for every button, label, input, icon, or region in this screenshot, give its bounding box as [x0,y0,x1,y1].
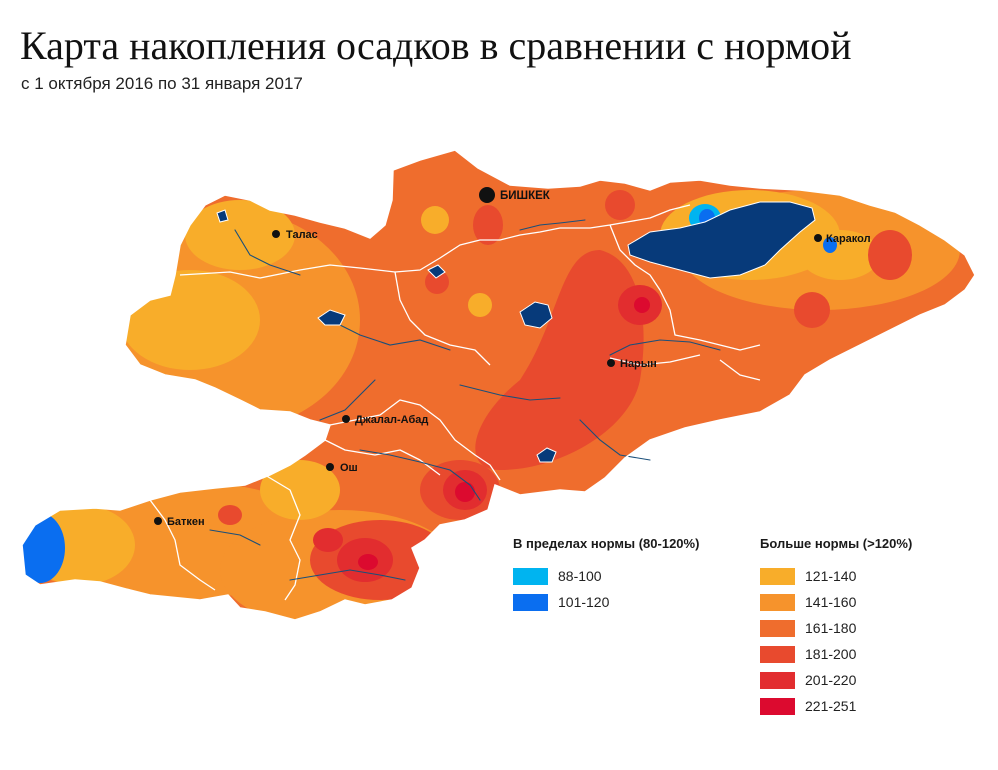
city-label-bishkek: БИШКЕК [500,190,551,202]
small-lake [216,209,229,223]
legend-title-above-norm: Больше нормы (>120%) [760,536,913,551]
issyk-kul-lake [627,201,816,279]
legend-item: 101-120 [513,589,699,615]
city-marker-karakol [814,234,822,242]
toktogul-lake [317,309,346,326]
legend-label: 161-180 [805,620,857,636]
lakes [216,201,816,463]
legend-label: 121-140 [805,568,857,584]
region-borders [149,204,761,601]
legend-swatch [760,593,795,611]
country-outline [21,149,976,621]
legend-label: 201-220 [805,672,857,688]
legend-swatch [760,671,795,689]
legend-label: 221-251 [805,698,857,714]
city-marker-batken [154,517,162,525]
capital-marker-bishkek [479,187,495,203]
city-marker-naryn [607,359,615,367]
city-label-naryn: Нарын [620,358,657,370]
city-label-karakol: Каракол [826,233,871,245]
legend-item: 141-160 [760,589,912,615]
legend-item: 121-140 [760,563,912,589]
son-kul-lake [519,301,553,329]
rivers [209,219,721,581]
legend-label: 141-160 [805,594,857,610]
legend-item: 161-180 [760,615,912,641]
legend-label: 88-100 [558,568,602,584]
legend-title-within-norm: В пределах нормы (80-120%) [513,536,700,551]
legend-swatch [513,567,548,585]
legend-label: 101-120 [558,594,610,610]
city-marker-jalal-abad [342,415,350,423]
city-label-osh: Ош [340,462,358,474]
legend-item: 221-251 [760,693,912,719]
legend-swatch [513,593,548,611]
legend-swatch [760,697,795,715]
city-label-talas: Талас [286,229,318,241]
map-title: Карта накопления осадков в сравнении с н… [20,23,852,68]
legend-swatch [760,645,795,663]
city-label-batken: Баткен [167,516,205,528]
legend-item: 88-100 [513,563,699,589]
legend-within-norm: В пределах нормы (80-120%) 88-100 101-120 [513,536,699,615]
chatyr-kul-lake [536,447,557,463]
city-label-jalal-abad: Джалал-Абад [355,414,428,426]
legend-label: 181-200 [805,646,857,662]
city-markers: БИШКЕК Талас Каракол Нарын Джалал-Абад О… [154,187,871,528]
map-subtitle: с 1 октября 2016 по 31 января 2017 [21,74,303,93]
city-marker-osh [326,463,334,471]
legend-swatch [760,567,795,585]
legend-item: 181-200 [760,641,912,667]
legend-above-norm: Больше нормы (>120%) 121-140 141-160 161-1… [760,536,912,719]
legend-swatch [760,619,795,637]
city-marker-talas [272,230,280,238]
legend-item: 201-220 [760,667,912,693]
small-lake [427,264,446,279]
